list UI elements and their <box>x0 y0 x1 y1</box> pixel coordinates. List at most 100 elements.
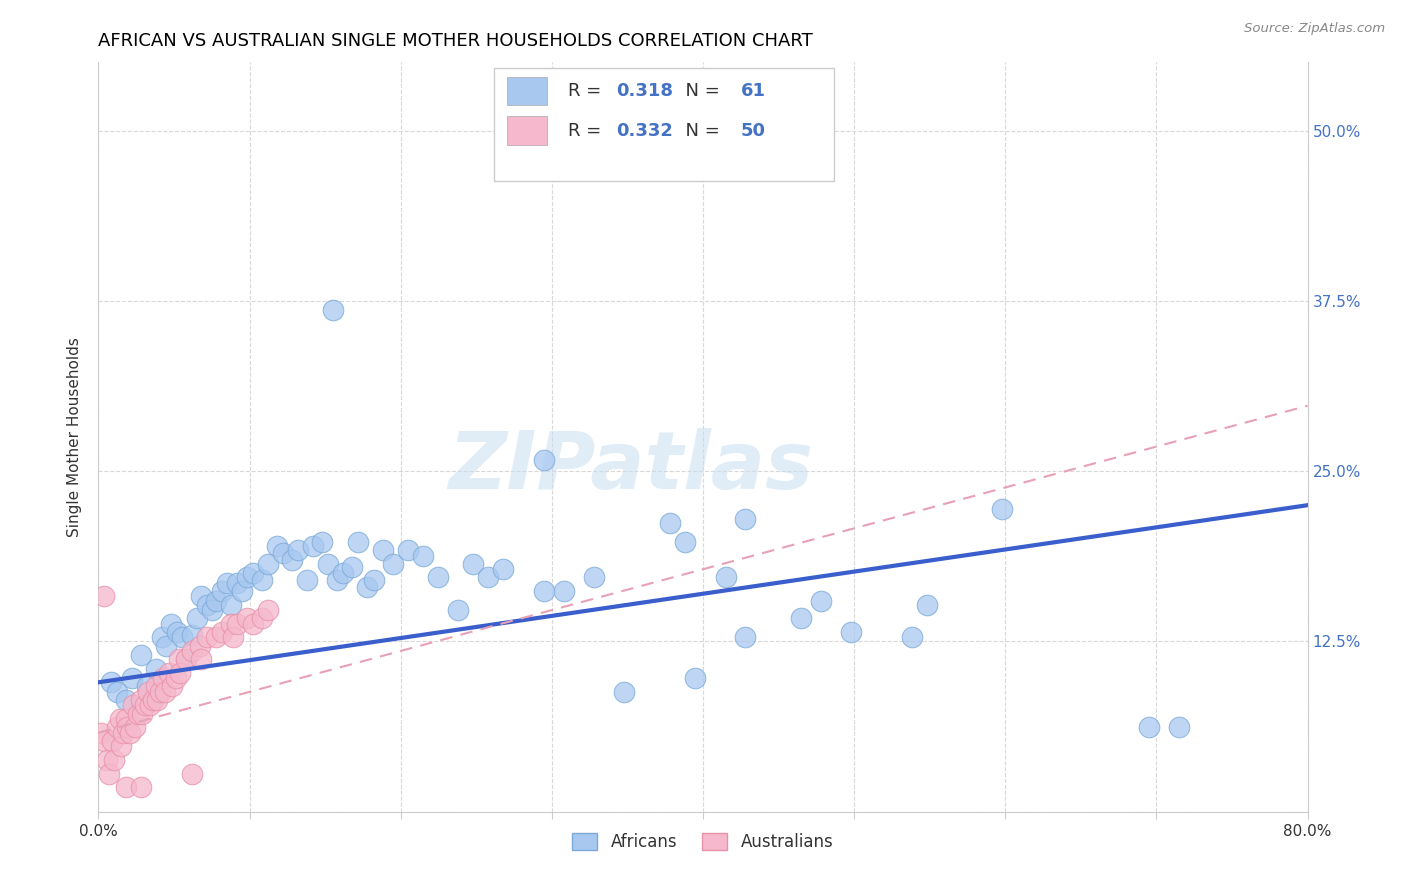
Point <box>205 631 228 645</box>
Point <box>162 679 184 693</box>
Point <box>492 562 515 576</box>
Point <box>734 512 756 526</box>
Point <box>129 693 152 707</box>
Point <box>153 685 176 699</box>
Point <box>139 698 162 713</box>
Point <box>316 557 339 571</box>
Point <box>195 631 218 645</box>
Legend: Africans, Australians: Africans, Australians <box>564 825 842 860</box>
Point <box>120 725 142 739</box>
Point <box>211 584 233 599</box>
Point <box>226 575 249 590</box>
Point <box>242 616 264 631</box>
Point <box>463 557 485 571</box>
Point <box>155 639 177 653</box>
Point <box>222 631 245 645</box>
Point <box>427 570 450 584</box>
Point <box>332 566 354 581</box>
Text: N =: N = <box>673 121 725 140</box>
Point <box>149 685 172 699</box>
Text: AFRICAN VS AUSTRALIAN SINGLE MOTHER HOUSEHOLDS CORRELATION CHART: AFRICAN VS AUSTRALIAN SINGLE MOTHER HOUS… <box>98 32 813 50</box>
Point <box>146 693 169 707</box>
Point <box>93 734 115 748</box>
Point <box>100 675 122 690</box>
Point <box>190 652 212 666</box>
Point <box>256 603 278 617</box>
Point <box>1168 720 1191 734</box>
Point <box>170 631 193 645</box>
Y-axis label: Single Mother Households: Single Mother Households <box>67 337 83 537</box>
Point <box>181 627 204 641</box>
Point <box>101 734 124 748</box>
Point <box>583 570 606 584</box>
Point <box>734 631 756 645</box>
Point <box>211 624 233 639</box>
Point <box>215 575 238 590</box>
Point <box>363 573 385 587</box>
Point <box>412 549 434 563</box>
Point <box>221 598 243 612</box>
Point <box>714 570 737 584</box>
Point <box>124 720 146 734</box>
Point <box>93 590 115 604</box>
Point <box>266 539 288 553</box>
Point <box>121 671 143 685</box>
Point <box>311 535 333 549</box>
Point <box>302 539 325 553</box>
Point <box>447 603 470 617</box>
Point <box>134 698 156 713</box>
Point <box>287 543 309 558</box>
Text: ZIPatlas: ZIPatlas <box>449 428 813 506</box>
FancyBboxPatch shape <box>494 68 834 181</box>
Point <box>145 662 167 676</box>
Point <box>152 671 174 685</box>
Text: 0.332: 0.332 <box>616 121 673 140</box>
Point <box>90 725 112 739</box>
Point <box>174 652 197 666</box>
Point <box>103 753 125 767</box>
Text: 50: 50 <box>741 121 765 140</box>
Text: 0.318: 0.318 <box>616 82 673 100</box>
Point <box>533 453 555 467</box>
Point <box>115 720 138 734</box>
Point <box>114 693 136 707</box>
Point <box>195 598 218 612</box>
Point <box>145 679 167 693</box>
Point <box>226 616 249 631</box>
Point <box>105 685 128 699</box>
Point <box>281 552 304 566</box>
Point <box>790 611 813 625</box>
Point <box>810 593 832 607</box>
Point <box>122 698 145 713</box>
Point <box>108 712 131 726</box>
Point <box>322 303 344 318</box>
Bar <box>508 116 547 145</box>
Point <box>167 652 190 666</box>
Point <box>190 590 212 604</box>
Point <box>166 624 188 639</box>
Point <box>142 693 165 707</box>
Point <box>685 671 707 685</box>
Point <box>181 766 204 780</box>
Point <box>127 706 149 721</box>
Point <box>169 665 191 680</box>
Point <box>181 644 204 658</box>
Point <box>991 502 1014 516</box>
Point <box>382 557 405 571</box>
Point <box>110 739 132 754</box>
Point <box>295 573 318 587</box>
Point <box>242 566 264 581</box>
Point <box>250 573 273 587</box>
Point <box>114 780 136 795</box>
Text: R =: R = <box>568 121 606 140</box>
Point <box>658 516 681 530</box>
Text: Source: ZipAtlas.com: Source: ZipAtlas.com <box>1244 22 1385 36</box>
Point <box>371 543 394 558</box>
Point <box>553 584 575 599</box>
Point <box>915 598 938 612</box>
Point <box>235 611 257 625</box>
Point <box>533 584 555 599</box>
Point <box>477 570 499 584</box>
Point <box>256 557 278 571</box>
Point <box>231 584 253 599</box>
